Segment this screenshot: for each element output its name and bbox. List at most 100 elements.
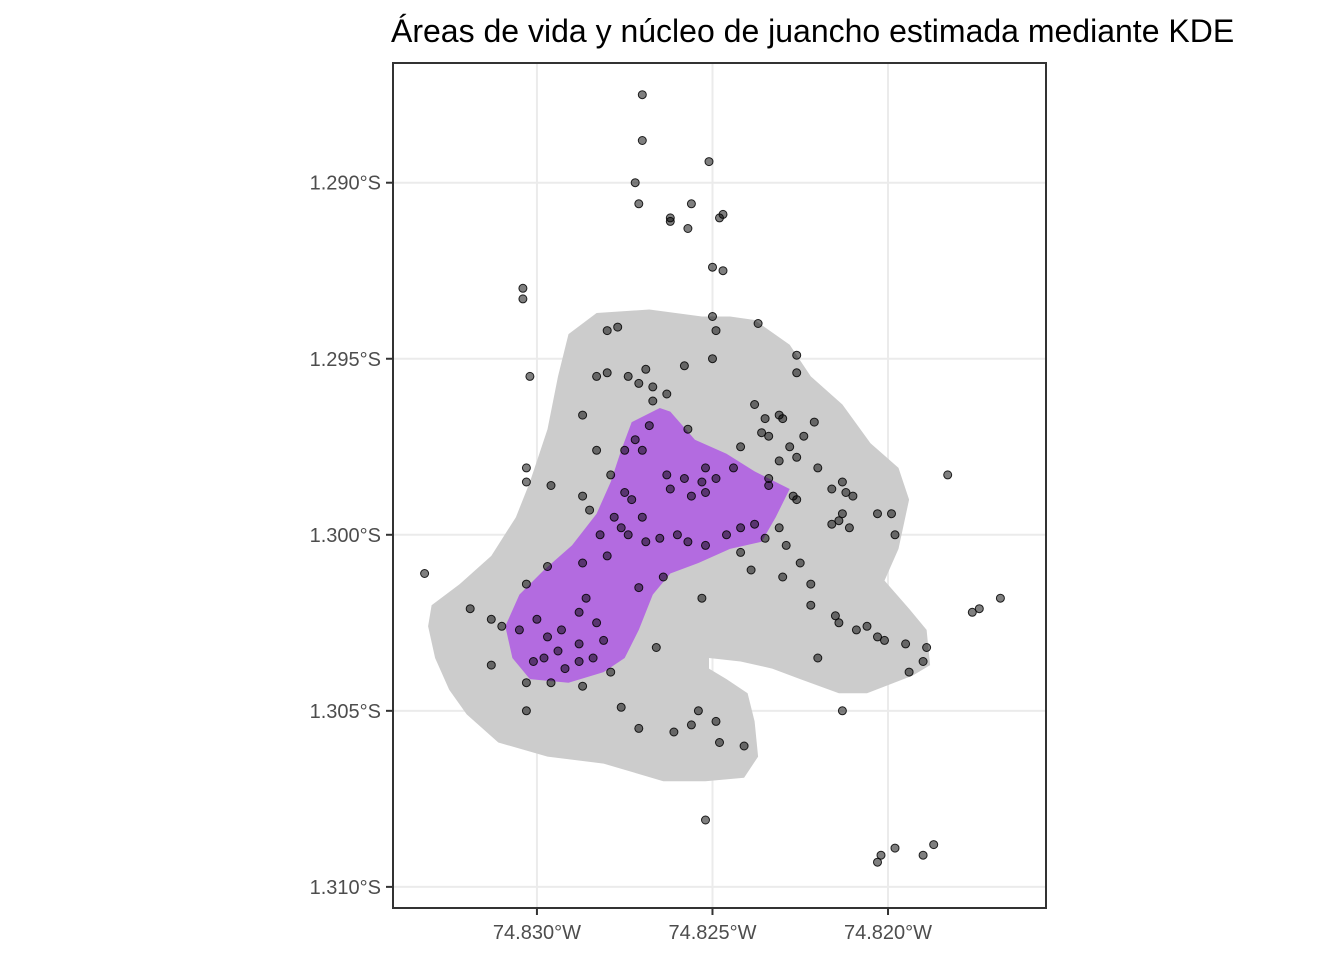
location-point bbox=[620, 445, 630, 455]
location-point bbox=[574, 639, 584, 649]
location-point bbox=[750, 400, 760, 409]
location-point bbox=[929, 840, 939, 850]
location-point bbox=[813, 463, 823, 473]
location-point bbox=[521, 706, 531, 716]
location-point bbox=[876, 850, 886, 860]
location-point bbox=[606, 470, 616, 480]
location-point bbox=[637, 90, 647, 100]
location-point bbox=[795, 558, 805, 568]
location-point bbox=[781, 540, 791, 550]
location-point bbox=[521, 463, 531, 473]
location-point bbox=[701, 488, 710, 497]
location-point bbox=[595, 530, 605, 540]
location-point bbox=[532, 614, 542, 624]
location-point bbox=[637, 136, 647, 145]
location-point bbox=[851, 625, 861, 635]
location-points bbox=[420, 90, 1005, 867]
location-point bbox=[708, 354, 717, 364]
location-point bbox=[904, 667, 914, 677]
location-point bbox=[837, 477, 847, 487]
location-point bbox=[729, 463, 738, 473]
location-point bbox=[521, 477, 531, 487]
location-point bbox=[599, 635, 609, 645]
location-point bbox=[974, 604, 984, 614]
location-point bbox=[543, 632, 552, 642]
location-point bbox=[718, 209, 728, 219]
location-point bbox=[774, 523, 784, 533]
location-point bbox=[585, 505, 595, 515]
axes: 74.830°W 74.825°W 74.820°W 1.290°S 1.295°S 1.… bbox=[310, 173, 933, 944]
location-point bbox=[525, 371, 535, 381]
location-point bbox=[837, 706, 847, 716]
location-point bbox=[764, 431, 774, 441]
location-point bbox=[701, 463, 710, 473]
location-point bbox=[918, 657, 928, 666]
location-point bbox=[890, 843, 900, 853]
location-point bbox=[655, 533, 665, 543]
x-tick-label: 74.830°W bbox=[493, 922, 581, 944]
location-point bbox=[644, 421, 654, 431]
location-point bbox=[658, 572, 668, 582]
location-point bbox=[637, 445, 647, 455]
chart-title: Áreas de vida y núcleo de juancho estima… bbox=[391, 13, 1234, 49]
location-point bbox=[665, 484, 675, 494]
location-point bbox=[887, 509, 896, 519]
location-point bbox=[760, 533, 770, 543]
location-point bbox=[465, 604, 475, 614]
location-point bbox=[711, 716, 721, 726]
location-point bbox=[665, 216, 675, 226]
location-point bbox=[704, 157, 714, 167]
location-point bbox=[809, 417, 819, 427]
location-point bbox=[711, 326, 721, 336]
location-point bbox=[616, 523, 626, 533]
y-tick-label: 1.310°S bbox=[310, 877, 381, 899]
location-point bbox=[834, 618, 844, 628]
location-point bbox=[943, 470, 953, 480]
location-point bbox=[708, 262, 717, 272]
location-point bbox=[830, 611, 840, 621]
location-point bbox=[602, 551, 612, 561]
location-point bbox=[844, 523, 854, 533]
location-point bbox=[546, 678, 556, 688]
location-point bbox=[834, 516, 844, 526]
location-point bbox=[701, 540, 710, 550]
location-point bbox=[620, 488, 630, 497]
plot-panel bbox=[392, 62, 1047, 909]
location-point bbox=[616, 702, 626, 712]
location-point bbox=[574, 657, 584, 666]
location-point bbox=[634, 583, 644, 593]
location-point bbox=[641, 537, 651, 547]
location-point bbox=[922, 643, 932, 652]
location-point bbox=[778, 572, 788, 582]
location-point bbox=[799, 431, 809, 441]
location-point bbox=[623, 530, 633, 540]
location-point bbox=[634, 723, 644, 733]
y-tick-label: 1.290°S bbox=[310, 173, 381, 195]
location-point bbox=[792, 495, 802, 505]
location-point bbox=[708, 312, 717, 321]
x-tick-label: 74.820°W bbox=[844, 922, 932, 944]
location-point bbox=[627, 495, 637, 505]
location-point bbox=[578, 558, 588, 568]
location-point bbox=[697, 593, 707, 603]
location-point bbox=[420, 569, 430, 578]
location-point bbox=[778, 414, 788, 424]
location-point bbox=[967, 607, 977, 617]
location-point bbox=[890, 530, 900, 540]
panel-border bbox=[392, 62, 1047, 909]
location-point bbox=[736, 442, 746, 452]
location-point bbox=[630, 178, 640, 188]
location-point bbox=[792, 350, 802, 360]
location-point bbox=[578, 681, 588, 691]
location-point bbox=[760, 414, 770, 424]
location-point bbox=[486, 614, 496, 624]
location-point bbox=[634, 199, 644, 209]
location-point bbox=[578, 410, 588, 420]
location-point bbox=[806, 579, 816, 589]
x-tick-label: 74.825°W bbox=[668, 922, 756, 944]
location-point bbox=[750, 519, 760, 529]
location-point bbox=[739, 741, 749, 751]
location-point bbox=[648, 382, 658, 392]
location-point bbox=[683, 424, 693, 434]
